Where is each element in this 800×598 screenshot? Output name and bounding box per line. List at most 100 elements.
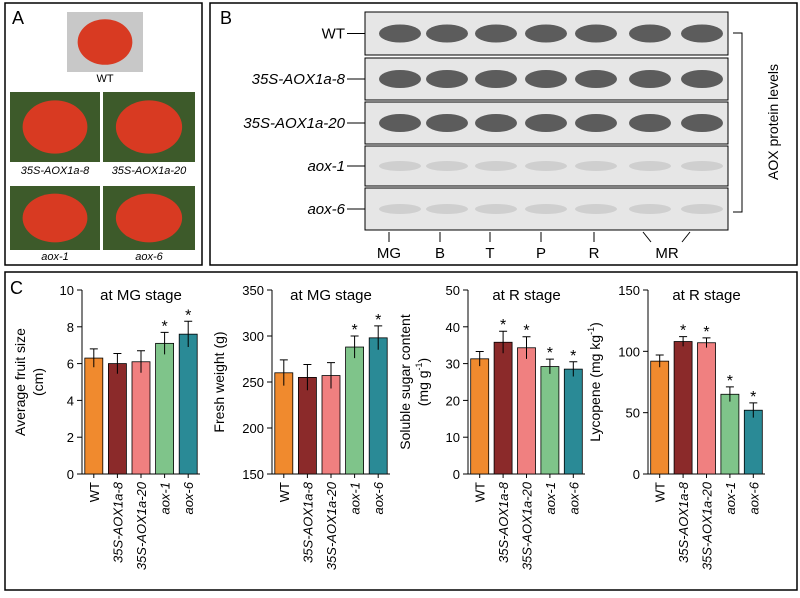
y-axis-label: Average fruit size bbox=[12, 328, 28, 436]
x-tick-label: aox-6 bbox=[181, 481, 196, 514]
panel-a-frame bbox=[4, 2, 203, 266]
significance: * bbox=[547, 345, 553, 362]
photo-label: aox-1 bbox=[41, 251, 69, 263]
error-bar bbox=[350, 335, 359, 359]
y-tick-label: 10 bbox=[446, 430, 460, 445]
error-bar bbox=[702, 337, 711, 348]
x-tick-label: aox-6 bbox=[566, 481, 581, 514]
band bbox=[575, 24, 617, 43]
tomato bbox=[22, 193, 88, 243]
error-bar bbox=[749, 402, 758, 418]
error-bar bbox=[137, 350, 145, 373]
band bbox=[426, 24, 468, 43]
lane-label: B bbox=[435, 245, 445, 262]
x-tick-label: 35S-AOX1a-8 bbox=[110, 481, 125, 563]
band bbox=[681, 114, 723, 132]
y-tick-label: 10 bbox=[60, 283, 74, 298]
error-bar bbox=[113, 352, 122, 374]
y-tick-label: 100 bbox=[618, 344, 640, 359]
x-tick-label: aox-1 bbox=[723, 482, 738, 515]
error-bar bbox=[569, 361, 578, 377]
row-label: aox-6 bbox=[307, 201, 345, 218]
band bbox=[525, 161, 567, 171]
error-bar bbox=[655, 354, 664, 368]
y-unit: ) bbox=[415, 358, 431, 363]
band bbox=[525, 204, 567, 214]
bar bbox=[540, 366, 560, 475]
lane-label: P bbox=[536, 245, 546, 262]
lane-tick bbox=[681, 231, 691, 243]
significance: * bbox=[185, 307, 191, 324]
x-tick-label: aox-6 bbox=[371, 481, 386, 514]
bar bbox=[517, 347, 536, 475]
panel-label: B bbox=[220, 8, 232, 28]
bar bbox=[470, 358, 490, 475]
x-tick-label: WT bbox=[473, 482, 488, 502]
lane-label: MG bbox=[377, 245, 401, 262]
x-tick-label: 35S-AOX1a-20 bbox=[520, 481, 535, 570]
band bbox=[629, 24, 671, 43]
band bbox=[525, 114, 567, 132]
band bbox=[379, 70, 421, 88]
bar bbox=[297, 376, 317, 475]
significance: * bbox=[351, 322, 357, 339]
x-tick-label: aox-1 bbox=[348, 482, 363, 515]
x-tick-label: 35S-AOX1a-8 bbox=[496, 481, 511, 563]
band bbox=[681, 70, 723, 88]
significance: * bbox=[727, 373, 733, 390]
y-unit-sup: -1 bbox=[586, 327, 596, 335]
band bbox=[575, 204, 617, 214]
panel-c-frame bbox=[4, 271, 798, 591]
chart-title: at MG stage bbox=[100, 287, 182, 304]
row-label: aox-1 bbox=[307, 158, 345, 175]
y-tick-label: 50 bbox=[446, 283, 460, 298]
x-tick-label: 35S-AOX1a-20 bbox=[324, 481, 339, 570]
y-tick-label: 300 bbox=[242, 329, 264, 344]
band bbox=[475, 70, 517, 88]
lane-label: T bbox=[485, 245, 494, 262]
error-bar bbox=[160, 331, 169, 355]
error-bar bbox=[725, 386, 734, 402]
y-axis-label: (cm) bbox=[30, 368, 46, 396]
band bbox=[575, 70, 617, 88]
band bbox=[426, 161, 468, 171]
panel-b-frame bbox=[209, 2, 798, 266]
bar bbox=[131, 361, 151, 475]
x-tick-label: WT bbox=[277, 482, 292, 502]
y-tick-label: 150 bbox=[618, 283, 640, 298]
y-axis-label: (mg g-1) bbox=[414, 358, 431, 406]
y-tick-label: 6 bbox=[67, 357, 74, 372]
bracket-label: AOX protein levels bbox=[765, 64, 781, 180]
band bbox=[379, 24, 421, 43]
panel-label: A bbox=[12, 8, 24, 28]
band bbox=[575, 114, 617, 132]
error-bar bbox=[89, 348, 98, 368]
band bbox=[379, 114, 421, 132]
y-tick-label: 40 bbox=[446, 320, 460, 335]
band bbox=[379, 204, 421, 214]
x-tick-label: aox-1 bbox=[158, 482, 173, 515]
significance: * bbox=[570, 348, 576, 365]
band bbox=[681, 24, 723, 43]
bar bbox=[650, 360, 670, 475]
row-label: WT bbox=[322, 26, 345, 43]
error-bar bbox=[303, 364, 312, 391]
bar bbox=[493, 341, 513, 475]
band bbox=[681, 161, 723, 171]
band bbox=[475, 161, 517, 171]
band bbox=[629, 70, 671, 88]
band bbox=[426, 204, 468, 214]
y-tick-label: 150 bbox=[242, 467, 264, 482]
x-tick-label: 35S-AOX1a-8 bbox=[676, 481, 691, 563]
bar bbox=[274, 372, 294, 475]
chart-title: at R stage bbox=[672, 287, 740, 304]
significance: * bbox=[161, 318, 167, 335]
error-bar bbox=[327, 362, 335, 389]
x-tick-label: 35S-AOX1a-20 bbox=[134, 481, 149, 570]
bar bbox=[368, 337, 388, 475]
y-tick-label: 8 bbox=[67, 320, 74, 335]
y-unit: (mg g bbox=[415, 370, 431, 406]
chart-title: at R stage bbox=[492, 287, 560, 304]
band bbox=[426, 114, 468, 132]
y-tick-label: 0 bbox=[633, 467, 640, 482]
